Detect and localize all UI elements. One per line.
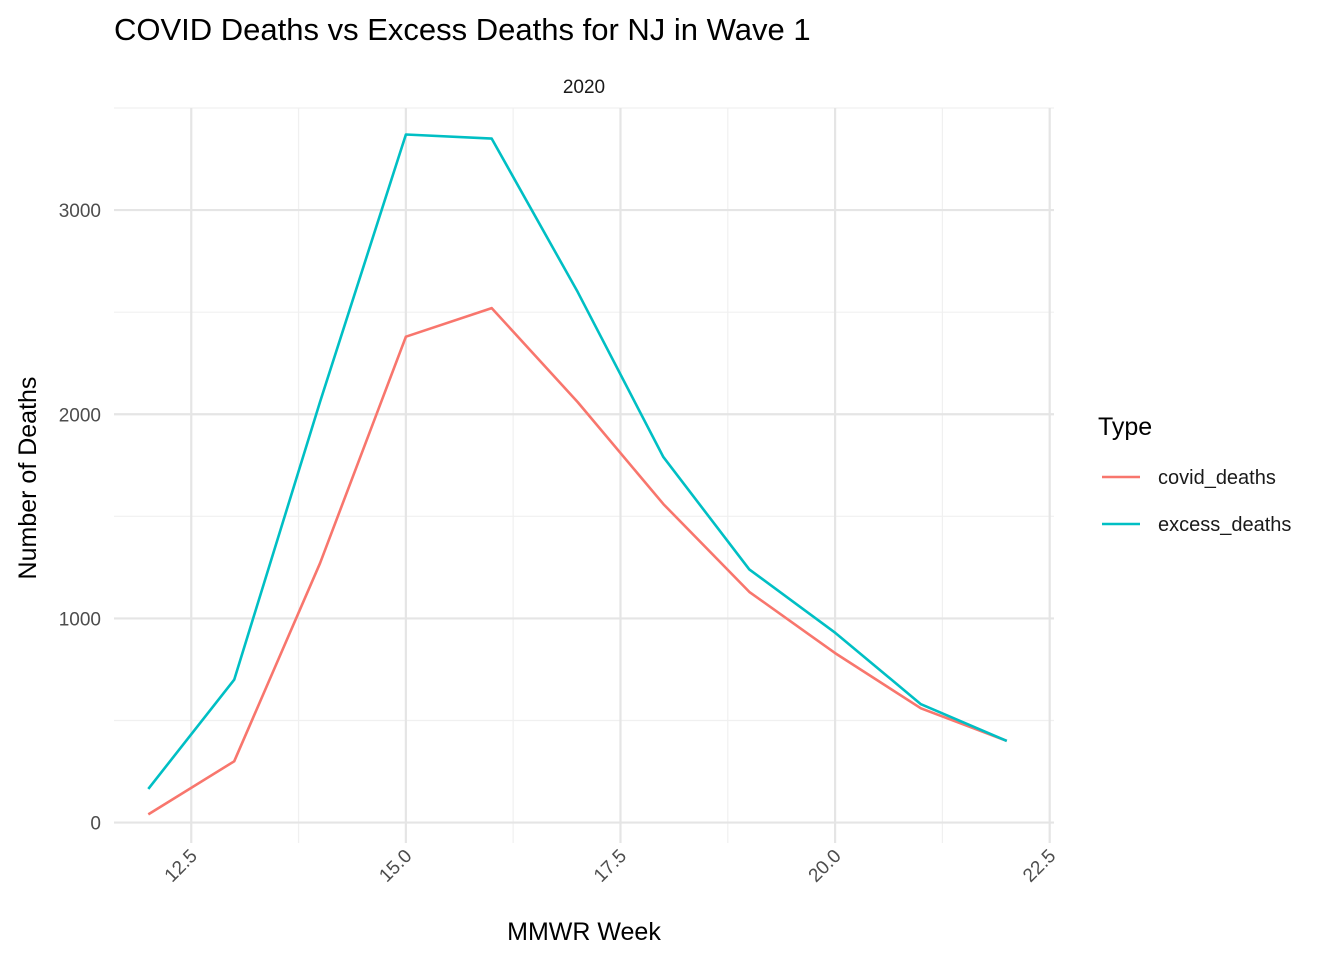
x-tick-label: 22.5: [1019, 846, 1060, 887]
axis-ticks: 0 1000 2000 3000 12.5 15.0 17.5 20.0 22.5: [59, 201, 1061, 887]
legend-label-covid-deaths: covid_deaths: [1158, 467, 1276, 489]
x-tick-label: 15.0: [375, 846, 416, 887]
y-axis-title: Number of Deaths: [14, 377, 42, 580]
x-tick-label: 20.0: [805, 846, 846, 887]
legend: Type covid_deaths excess_deaths: [1098, 413, 1291, 536]
y-tick-label: 0: [90, 814, 101, 835]
x-tick-label: 17.5: [590, 846, 631, 887]
y-tick-label: 1000: [59, 609, 101, 630]
legend-label-excess-deaths: excess_deaths: [1158, 514, 1291, 536]
facet-strip-label: 2020: [563, 77, 605, 98]
x-axis-title: MMWR Week: [507, 918, 661, 946]
y-tick-label: 2000: [59, 405, 101, 426]
series-lines: [147, 133, 1008, 816]
x-tick-label: 12.5: [161, 846, 202, 887]
legend-title: Type: [1098, 413, 1152, 441]
series-line-covid-deaths: [147, 306, 1008, 816]
series-line-excess-deaths: [147, 133, 1008, 790]
chart-title: COVID Deaths vs Excess Deaths for NJ in …: [114, 12, 811, 47]
grid-lines: [114, 107, 1054, 843]
y-tick-label: 3000: [59, 201, 101, 222]
